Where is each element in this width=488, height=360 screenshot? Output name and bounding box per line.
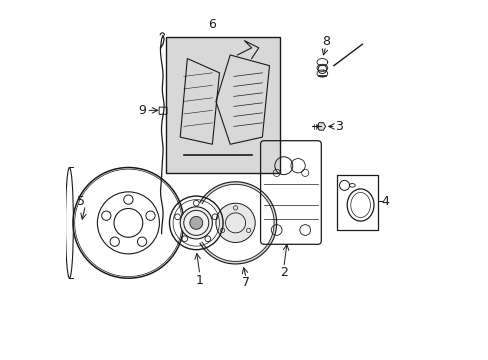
Polygon shape xyxy=(316,123,325,130)
Bar xyxy=(165,37,280,173)
Polygon shape xyxy=(200,182,276,264)
Circle shape xyxy=(216,203,255,243)
Text: 7: 7 xyxy=(242,276,250,289)
Circle shape xyxy=(180,207,212,239)
Text: 3: 3 xyxy=(335,120,343,133)
Text: 5: 5 xyxy=(77,195,85,208)
Text: 1: 1 xyxy=(196,274,203,287)
Text: 9: 9 xyxy=(138,104,145,117)
Text: 2: 2 xyxy=(279,266,287,279)
Text: 8: 8 xyxy=(321,35,329,48)
Circle shape xyxy=(189,216,203,229)
Bar xyxy=(337,175,378,230)
Text: 4: 4 xyxy=(381,195,389,208)
Text: 6: 6 xyxy=(207,18,215,31)
